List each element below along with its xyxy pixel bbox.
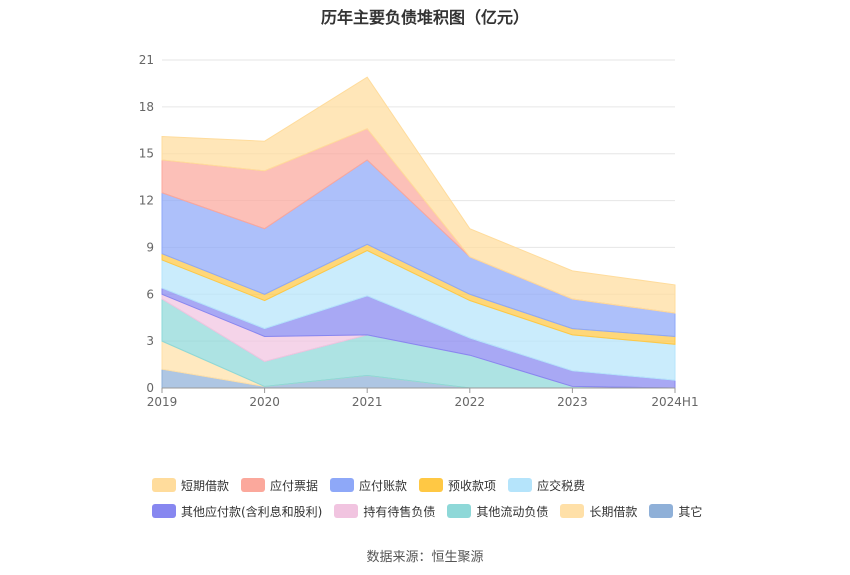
legend-swatch	[447, 504, 472, 518]
x-tick-label: 2024H1	[651, 395, 698, 409]
legend-item[interactable]: 长期借款	[560, 503, 637, 520]
legend-swatch	[560, 504, 585, 518]
x-tick-label: 2021	[352, 395, 383, 409]
x-tick-label: 2020	[249, 395, 280, 409]
data-source: 数据来源：恒生聚源	[366, 550, 484, 565]
legend-item[interactable]: 应交税费	[508, 477, 585, 494]
legend-label: 其它	[678, 504, 703, 519]
legend-row: 短期借款 应付票据 应付账款 预收款项 应交税费	[152, 472, 772, 498]
legend-label: 短期借款	[181, 478, 230, 493]
stacked-area-chart: 0 3 6 9 12 15 18 21 2019 2020 2021 2022 2023 2024H1	[139, 53, 699, 409]
legend-swatch	[330, 478, 355, 492]
legend-label: 应付票据	[270, 478, 319, 493]
legend-item[interactable]: 应付账款	[330, 477, 407, 494]
legend-swatch	[241, 478, 266, 492]
legend-swatch	[419, 478, 444, 492]
y-tick-label: 6	[146, 287, 154, 301]
legend-item[interactable]: 应付票据	[241, 477, 318, 494]
axes: 0 3 6 9 12 15 18 21 2019 2020 2021 2022 2023 2024H1	[139, 53, 699, 409]
legend-row: 其他应付款(含利息和股利) 持有待售负债 其他流动负债 长期借款 其它	[152, 498, 772, 524]
legend-item[interactable]: 其他流动负债	[447, 503, 548, 520]
x-tick-label: 2023	[557, 395, 588, 409]
legend-item[interactable]: 预收款项	[419, 477, 496, 494]
legend-label: 其他流动负债	[476, 504, 549, 519]
legend-label: 长期借款	[589, 504, 638, 519]
legend: 短期借款 应付票据 应付账款 预收款项 应交税费 其他应付款(含利息和股利) 持有待售负债…	[152, 472, 772, 524]
legend-swatch	[649, 504, 674, 518]
legend-item[interactable]: 短期借款	[152, 477, 229, 494]
chart-title: 历年主要负债堆积图（亿元）	[320, 8, 529, 27]
y-tick-label: 18	[139, 100, 154, 114]
legend-label: 应交税费	[537, 478, 586, 493]
y-tick-label: 21	[139, 53, 154, 67]
legend-label: 应付账款	[359, 478, 408, 493]
legend-item[interactable]: 其它	[649, 503, 702, 520]
legend-label: 预收款项	[448, 478, 497, 493]
y-tick-label: 0	[146, 381, 154, 395]
x-tick-label: 2019	[147, 395, 178, 409]
legend-label: 持有待售负债	[363, 504, 436, 519]
y-tick-label: 9	[146, 240, 154, 254]
legend-item[interactable]: 持有待售负债	[334, 503, 435, 520]
y-tick-label: 3	[146, 334, 154, 348]
y-tick-label: 12	[139, 194, 154, 208]
y-tick-label: 15	[139, 147, 154, 161]
legend-swatch	[152, 504, 176, 518]
legend-item[interactable]: 其他应付款(含利息和股利)	[152, 503, 322, 520]
area-series-group	[161, 76, 676, 389]
legend-swatch	[152, 478, 176, 492]
legend-swatch	[334, 504, 359, 518]
legend-swatch	[508, 478, 533, 492]
x-tick-label: 2022	[455, 395, 486, 409]
area-series	[161, 76, 676, 314]
legend-label: 其他应付款(含利息和股利)	[181, 504, 323, 519]
